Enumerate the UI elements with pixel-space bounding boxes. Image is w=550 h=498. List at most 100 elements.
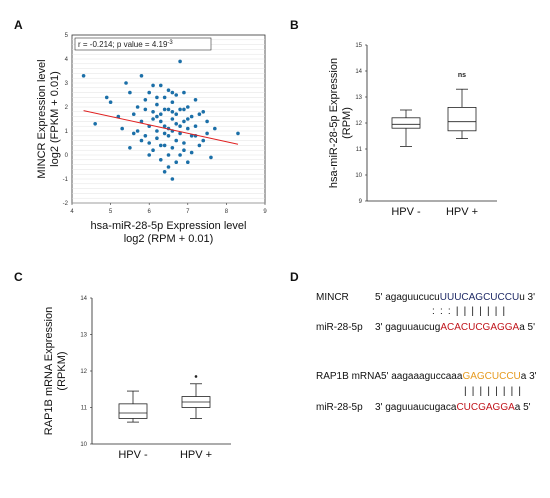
mincr-label: MINCR xyxy=(316,292,349,303)
data-point-a xyxy=(151,110,155,114)
data-point-a xyxy=(182,107,186,112)
data-point-a xyxy=(170,110,175,114)
correlation-exponent: -3 xyxy=(167,40,173,46)
data-point-a xyxy=(189,114,194,119)
data-point-a xyxy=(201,138,206,143)
data-point-a xyxy=(162,107,167,112)
data-point-a xyxy=(174,122,179,126)
x-tick-label-a: 4 xyxy=(70,209,74,215)
y-tick-label-a: 0 xyxy=(65,153,69,159)
y-tick-label-c: 12 xyxy=(80,369,87,375)
data-point-a xyxy=(93,122,97,126)
data-point-a xyxy=(170,117,175,121)
data-point-a xyxy=(182,141,186,145)
rap1b-pairing: | | | | | | | | xyxy=(464,386,523,397)
data-point-a xyxy=(143,107,148,112)
data-point-a xyxy=(139,74,144,78)
y-tick-label-c: 14 xyxy=(80,296,87,302)
mir-sequence-1: 3' gaguuaucugACACUCGAGGAa 5' xyxy=(375,322,535,333)
mincr-seq-highlight: UUUCAGCUCCU xyxy=(439,292,520,303)
category-label-b: HPV - xyxy=(391,206,421,218)
y-tick-label-c: 10 xyxy=(80,442,87,448)
rap1b-seq-highlight: GAGCUCCU xyxy=(462,371,521,382)
correlation-text: r = -0.214; p value = 4.19 xyxy=(78,40,168,49)
y-axis-label-a: MINCR Expression level xyxy=(36,59,48,178)
y-tick-label-a: 3 xyxy=(65,81,69,87)
regression-line-a xyxy=(83,110,239,145)
data-point-a xyxy=(158,158,163,162)
mir2-seq-plain: 3' gaguuaucugaca xyxy=(375,402,457,413)
data-point-a xyxy=(135,105,140,109)
y-tick-label-b: 12 xyxy=(355,121,362,127)
data-point-a xyxy=(170,100,175,104)
rap1b-seq-plain: 5' aagaaaguccaaa xyxy=(381,371,463,382)
data-point-a xyxy=(166,134,171,138)
data-point-a xyxy=(178,131,182,136)
y-axis-label-c: (RPKM) xyxy=(56,351,68,390)
y-tick-label-a: -2 xyxy=(63,201,69,207)
data-point-a xyxy=(174,160,179,164)
category-label-c: HPV + xyxy=(180,449,212,461)
data-point-a xyxy=(193,98,198,102)
data-point-a xyxy=(162,170,167,174)
mir1-seq-plain: 3' gaguuaucug xyxy=(375,322,441,333)
data-point-a xyxy=(158,83,163,88)
data-point-a xyxy=(182,119,186,124)
data-point-a xyxy=(147,153,151,157)
rap1b-seq-tail: a 3' xyxy=(520,371,537,382)
y-tick-label-a: 5 xyxy=(65,33,69,39)
panel-label-b: B xyxy=(290,18,299,32)
y-tick-label-b: 13 xyxy=(355,95,362,101)
data-point-a xyxy=(166,153,171,157)
data-point-a xyxy=(182,148,186,152)
data-point-a xyxy=(166,165,171,169)
data-point-a xyxy=(155,129,159,133)
y-tick-label-b: 9 xyxy=(359,199,363,205)
data-point-a xyxy=(189,150,194,155)
x-axis-label-a: log2 (RPM + 0.01) xyxy=(124,233,214,245)
y-axis-label-a: log2 (FPKM + 0.01) xyxy=(49,71,61,167)
data-point-a xyxy=(162,143,167,148)
x-axis-label-a: hsa-miR-28-5p Expression level xyxy=(91,220,247,232)
x-tick-label-a: 9 xyxy=(263,209,267,215)
annotation-box-a xyxy=(74,37,212,51)
y-tick-label-b: 15 xyxy=(355,43,362,49)
mir1-seq-tail: a 5' xyxy=(519,322,536,333)
data-point-a xyxy=(162,95,167,100)
data-point-a xyxy=(120,126,124,131)
category-label-b: HPV + xyxy=(446,206,478,218)
mir-sequence-2: 3' gaguuaucugacaCUCGAGGAa 5' xyxy=(375,402,531,413)
data-point-a xyxy=(143,134,148,138)
data-point-a xyxy=(162,131,167,136)
mincr-pairing: : : : | | | | | | | xyxy=(432,306,507,317)
data-point-a xyxy=(170,146,175,150)
y-tick-label-b: 10 xyxy=(355,173,362,179)
data-point-a xyxy=(139,119,144,124)
data-point-a xyxy=(162,124,167,128)
data-point-a xyxy=(174,93,179,97)
y-tick-label-a: 4 xyxy=(65,57,69,63)
x-tick-label-a: 6 xyxy=(148,209,152,215)
data-point-a xyxy=(166,88,171,92)
data-point-a xyxy=(104,95,109,100)
outlier-point-c xyxy=(194,375,198,378)
rap1b-label: RAP1B mRNA xyxy=(316,371,382,382)
x-tick-label-a: 7 xyxy=(186,209,190,215)
data-point-a xyxy=(186,126,190,131)
y-tick-label-c: 11 xyxy=(81,406,88,412)
mir1-seq-highlight: ACACUCGAGGA xyxy=(440,322,520,333)
data-point-a xyxy=(158,119,163,124)
panel-label-d: D xyxy=(290,270,299,284)
y-tick-label-b: 11 xyxy=(356,147,363,153)
y-tick-label-a: 1 xyxy=(65,129,69,135)
data-point-a xyxy=(186,160,190,164)
data-point-a xyxy=(147,90,151,95)
y-axis-label-b: (RPM) xyxy=(341,107,353,139)
data-point-a xyxy=(213,126,217,131)
data-point-a xyxy=(182,90,186,95)
data-point-a xyxy=(170,90,175,95)
data-point-a xyxy=(174,112,179,116)
mincr-sequence: 5' agaguucucuUUUCAGCUCCUu 3' xyxy=(375,292,535,303)
data-point-a xyxy=(131,131,136,136)
